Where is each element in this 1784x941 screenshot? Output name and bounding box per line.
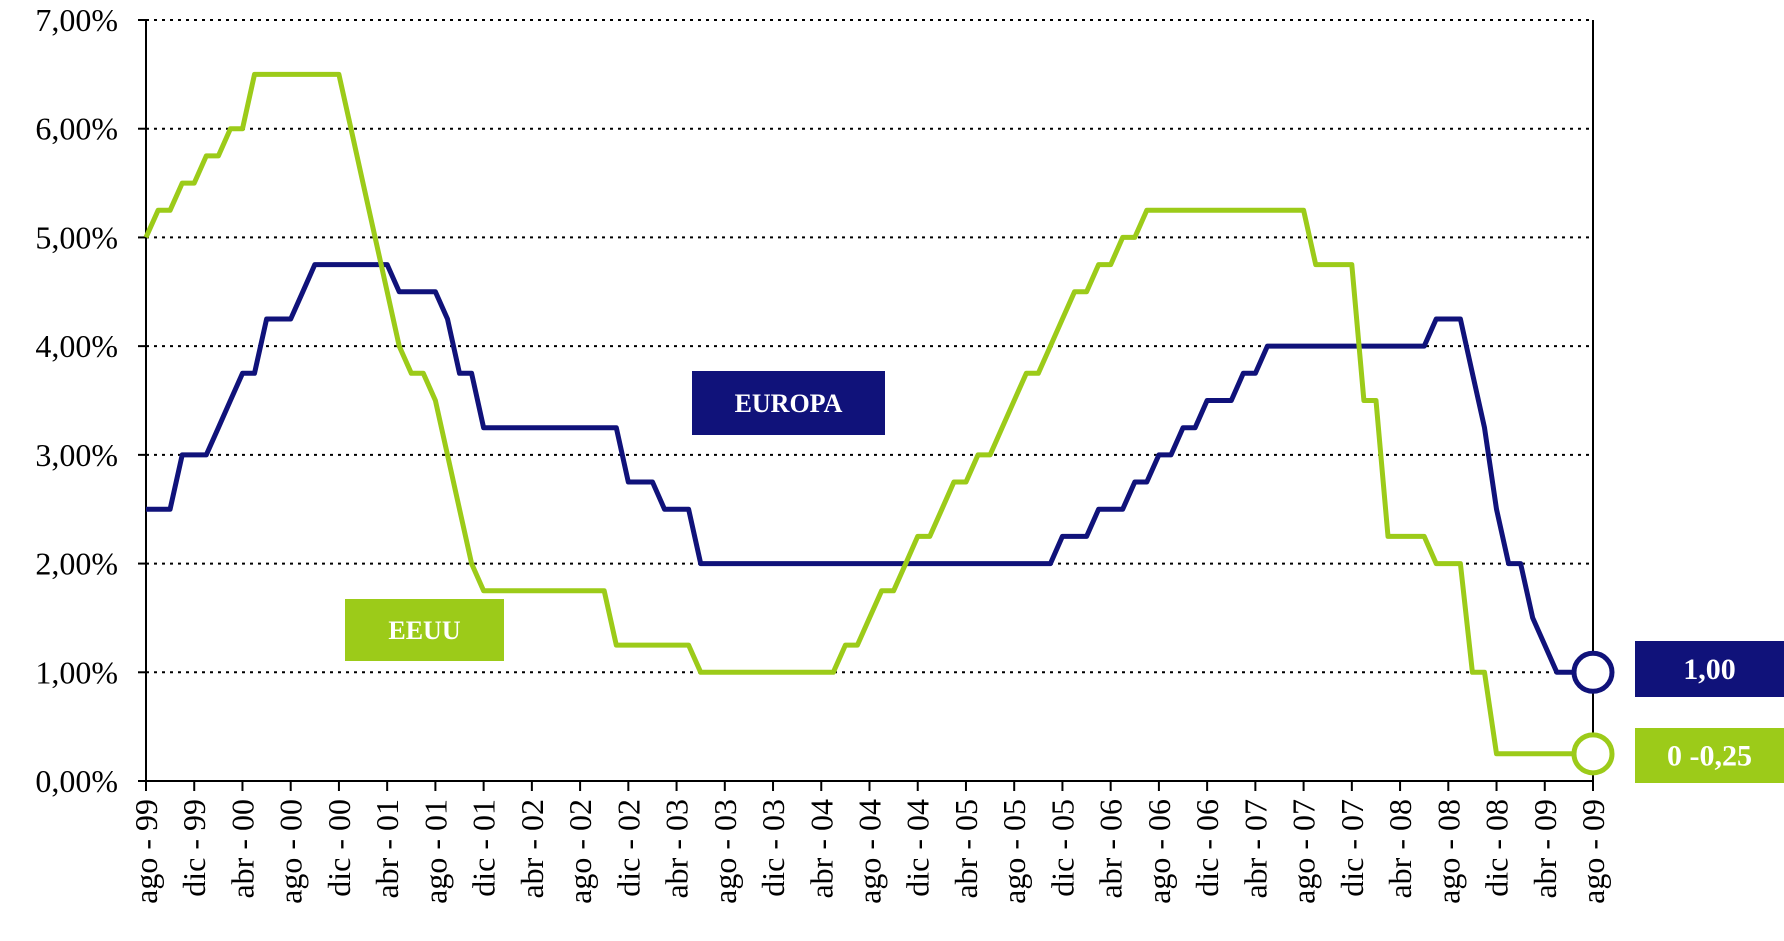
x-tick-label: dic - 02	[610, 799, 646, 897]
y-tick-label: 6,00%	[35, 111, 118, 147]
y-tick-label: 0,00%	[35, 763, 118, 799]
y-tick-label: 7,00%	[35, 2, 118, 38]
y-tick-label: 5,00%	[35, 219, 118, 255]
x-tick-label: dic - 07	[1334, 799, 1370, 897]
x-tick-label: abr - 06	[1093, 799, 1129, 899]
x-tick-label: abr - 03	[659, 799, 695, 899]
x-tick-label: ago - 02	[562, 799, 598, 904]
x-tick-label: abr - 07	[1237, 799, 1273, 899]
x-tick-label: ago - 06	[1141, 799, 1177, 904]
series-label: EUROPA	[735, 389, 843, 418]
x-tick-label: ago - 01	[417, 799, 453, 904]
y-tick-label: 3,00%	[35, 437, 118, 473]
x-tick-label: dic - 03	[755, 799, 791, 897]
x-tick-label: ago - 08	[1430, 799, 1466, 904]
y-tick-label: 1,00%	[35, 654, 118, 690]
x-tick-label: dic - 08	[1479, 799, 1515, 897]
series-line	[146, 262, 1593, 675]
x-tick-label: dic - 04	[900, 799, 936, 897]
y-tick-label: 2,00%	[35, 546, 118, 582]
end-label: 0 -0,25	[1667, 740, 1752, 773]
x-tick-label: ago - 03	[707, 799, 743, 904]
series-label-box	[692, 371, 885, 435]
y-tick-label: 4,00%	[35, 328, 118, 364]
x-tick-label: dic - 99	[176, 799, 212, 897]
x-tick-label: abr - 09	[1527, 799, 1563, 899]
x-tick-label: ago - 09	[1575, 799, 1611, 904]
x-tick-label: abr - 04	[803, 799, 839, 899]
x-tick-label: dic - 05	[1044, 799, 1080, 897]
x-tick-label: abr - 00	[224, 799, 260, 899]
end-label: 1,00	[1683, 653, 1736, 686]
end-label-box	[1635, 641, 1784, 697]
x-tick-label: abr - 05	[948, 799, 984, 899]
series-line	[143, 71, 1593, 757]
series-label-box	[345, 599, 504, 661]
x-tick-label: dic - 06	[1189, 799, 1225, 897]
x-tick-label: dic - 01	[466, 799, 502, 897]
end-marker	[1571, 732, 1615, 776]
x-tick-label: abr - 02	[514, 799, 550, 899]
end-label-box	[1635, 728, 1784, 783]
x-tick-label: ago - 07	[1286, 799, 1322, 904]
x-tick-label: ago - 04	[852, 799, 888, 904]
series-label: EEUU	[388, 616, 460, 645]
x-tick-label: dic - 00	[321, 799, 357, 897]
x-tick-label: abr - 08	[1382, 799, 1418, 899]
end-marker	[1571, 650, 1615, 694]
x-tick-label: ago - 00	[273, 799, 309, 904]
x-tick-label: ago - 99	[128, 799, 164, 904]
x-tick-label: abr - 01	[369, 799, 405, 899]
x-tick-label: ago - 05	[996, 799, 1032, 904]
